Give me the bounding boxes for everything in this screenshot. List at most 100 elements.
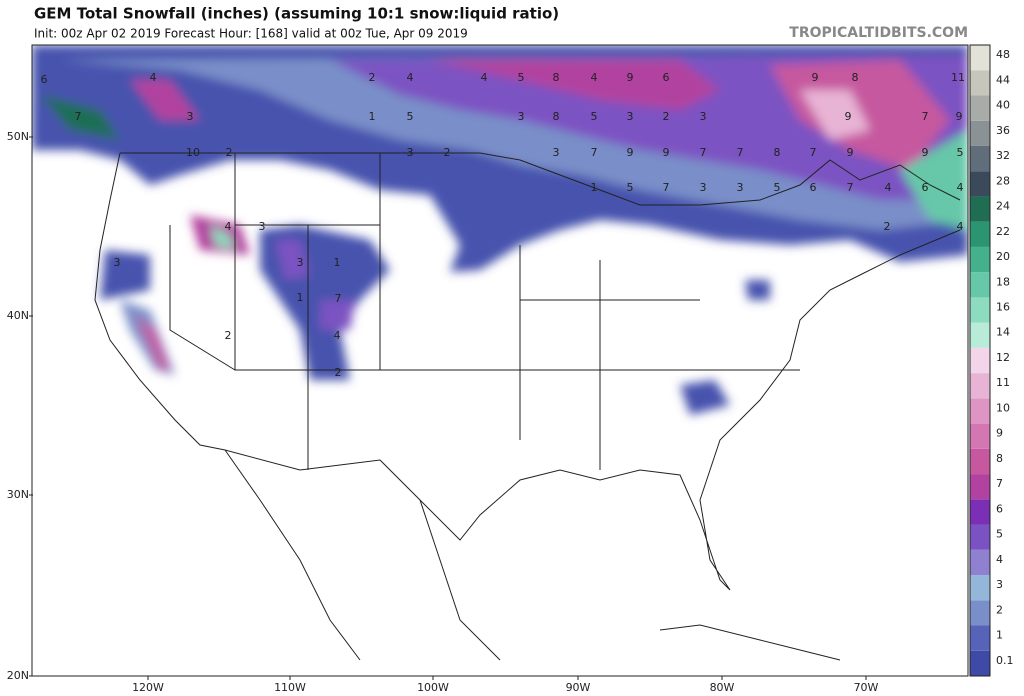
colorbar-cell	[970, 549, 990, 576]
colorbar-cell	[970, 575, 990, 601]
lon-label: 120W	[132, 681, 164, 694]
map-value-label: 2	[369, 71, 376, 84]
map-value-label: 9	[845, 110, 852, 123]
map-value-label: 3	[627, 110, 634, 123]
title: GEM Total Snowfall (inches) (assuming 10…	[34, 5, 559, 23]
colorbar-cell	[970, 322, 990, 348]
colorbar-cell	[970, 448, 990, 475]
colorbar-label: 4	[996, 553, 1003, 566]
colorbar-label: 18	[996, 275, 1010, 288]
map-value-label: 4	[885, 181, 892, 194]
map-value-label: 5	[407, 110, 414, 123]
colorbar-cell	[970, 499, 990, 525]
colorbar-cell	[970, 600, 990, 626]
colorbar-cell	[970, 246, 990, 273]
map-value-label: 3	[297, 256, 304, 269]
colorbar: 0.11234567891011121416182022242832364044…	[969, 44, 1014, 677]
map-value-label: 7	[335, 292, 342, 305]
map-value-label: 6	[810, 181, 817, 194]
map-value-label: 2	[444, 146, 451, 159]
map-value-label: 4	[407, 71, 414, 84]
lon-label: 110W	[274, 681, 306, 694]
colorbar-label: 32	[996, 149, 1010, 162]
map-value-label: 3	[114, 256, 121, 269]
colorbar-cell	[970, 373, 990, 399]
map-value-label: 1	[297, 291, 304, 304]
map-value-label: 2	[335, 366, 342, 379]
colorbar-label: 28	[996, 174, 1010, 187]
map-value-label: 3	[700, 181, 707, 194]
colorbar-frame	[969, 44, 991, 677]
map-value-label: 6	[663, 71, 670, 84]
colorbar-label: 14	[996, 326, 1010, 339]
map-value-label: 11	[951, 71, 965, 84]
map-value-label: 4	[957, 181, 964, 194]
map-value-label: 10	[186, 146, 200, 159]
credit: TROPICALTIDBITS.COM	[789, 25, 968, 41]
colorbar-cell	[970, 45, 990, 71]
colorbar-label: 7	[996, 477, 1003, 490]
map-value-label: 4	[957, 220, 964, 233]
colorbar-label: 9	[996, 427, 1003, 440]
lon-label: 80W	[710, 681, 735, 694]
colorbar-label: 44	[996, 73, 1010, 86]
map-value-label: 3	[187, 110, 194, 123]
lon-label: 100W	[417, 681, 449, 694]
map-value-label: 7	[847, 181, 854, 194]
colorbar-label: 24	[996, 200, 1010, 213]
colorbar-cell	[970, 524, 990, 550]
map-value-label: 4	[225, 220, 232, 233]
axes: 50N 40N 30N 20N 120W 110W 100W 90W 80W 70W	[7, 130, 879, 694]
map-value-label: 7	[75, 110, 82, 123]
map-value-label: 3	[407, 146, 414, 159]
map-value-label: 2	[226, 146, 233, 159]
map-value-label: 3	[259, 220, 266, 233]
colorbar-cell	[970, 70, 990, 96]
map-value-label: 5	[957, 146, 964, 159]
lon-label: 70W	[854, 681, 879, 694]
lat-label: 40N	[7, 309, 29, 322]
map-value-label: 7	[663, 181, 670, 194]
map-value-label: 5	[627, 181, 634, 194]
map-value-label: 9	[812, 71, 819, 84]
map-value-label: 1	[334, 256, 341, 269]
map-value-label: 1	[591, 181, 598, 194]
map-value-label: 4	[481, 71, 488, 84]
colorbar-label: 3	[996, 578, 1003, 591]
colorbar-label: 16	[996, 300, 1010, 313]
map-value-label: 7	[737, 146, 744, 159]
map-value-label: 2	[663, 110, 670, 123]
colorbar-cell	[970, 145, 990, 172]
lon-label: 90W	[566, 681, 591, 694]
map-value-label: 2	[884, 220, 891, 233]
colorbar-label: 12	[996, 351, 1010, 364]
snow-field	[32, 45, 968, 415]
map-value-label: 1	[369, 110, 376, 123]
map-value-label: 3	[553, 146, 560, 159]
colorbar-label: 10	[996, 401, 1010, 414]
map-value-label: 9	[627, 71, 634, 84]
map-value-label: 9	[847, 146, 854, 159]
borders	[94, 152, 961, 661]
colorbar-cell	[970, 120, 990, 146]
colorbar-label: 48	[996, 48, 1010, 61]
lat-label: 30N	[7, 488, 29, 501]
colorbar-cell	[970, 625, 990, 651]
map-value-label: 7	[700, 146, 707, 159]
colorbar-cell	[970, 347, 990, 374]
colorbar-cell	[970, 196, 990, 222]
map-value-label: 9	[922, 146, 929, 159]
colorbar-label: 2	[996, 603, 1003, 616]
map-value-label: 8	[553, 110, 560, 123]
colorbar-cell	[970, 474, 990, 500]
colorbar-label: 8	[996, 452, 1003, 465]
map-value-label: 4	[334, 329, 341, 342]
colorbar-label: 11	[996, 376, 1010, 389]
colorbar-cell	[970, 423, 990, 449]
map-value-label: 4	[150, 71, 157, 84]
map-value-label: 3	[700, 110, 707, 123]
map-value-label: 4	[591, 71, 598, 84]
map-frame	[31, 44, 969, 677]
